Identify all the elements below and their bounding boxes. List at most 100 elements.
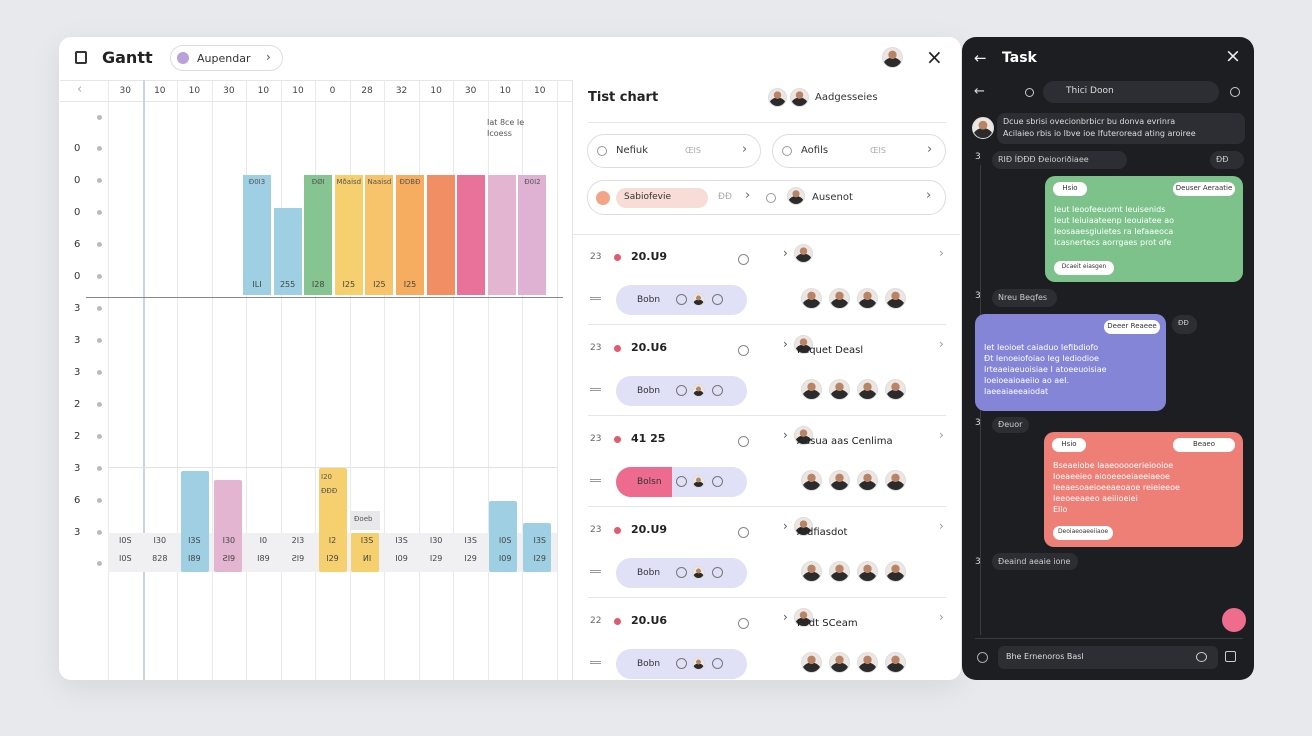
bubble-tag xyxy=(1173,438,1235,452)
count: 3 xyxy=(975,418,981,428)
bubble-text: Irteaeiaeuoisiae I atoeeuoisiae xyxy=(984,365,1107,374)
chip-text: RIÐ ÍÐÐÐ Ðeiooriðiaee xyxy=(998,155,1089,164)
task-bar[interactable] xyxy=(487,175,516,295)
divider xyxy=(975,638,1243,639)
chevron: › xyxy=(927,142,933,157)
intro-text: Acilaieo rbis io lbve ioe Ifuteroread at… xyxy=(1003,129,1196,138)
status-dot xyxy=(614,254,621,261)
count: 3 xyxy=(975,557,981,567)
bar-label: I25 xyxy=(403,280,417,289)
filter[interactable] xyxy=(772,134,946,168)
radio xyxy=(782,146,792,156)
row-dot xyxy=(97,338,102,343)
chip xyxy=(992,151,1127,169)
task-bar[interactable] xyxy=(351,533,379,572)
close[interactable]: × xyxy=(926,45,943,69)
task-bar[interactable] xyxy=(457,175,486,295)
task-bar[interactable] xyxy=(518,175,547,295)
clock xyxy=(738,618,749,629)
avatar xyxy=(794,608,813,627)
assignees: Aadgesseies xyxy=(815,92,878,103)
row-label: 6 xyxy=(74,495,81,506)
selected-label: Sabiofevie xyxy=(624,192,672,202)
task-bar[interactable] xyxy=(304,175,333,295)
bubble-text: Ieosaaesgiuietes ra Iefaaeoca xyxy=(1054,227,1174,236)
status-dot xyxy=(614,436,621,443)
avatar xyxy=(790,88,809,107)
item-num: 22 xyxy=(590,616,602,626)
avatar xyxy=(794,426,813,445)
band-label: I3S xyxy=(188,536,201,545)
chevron: › xyxy=(939,428,944,442)
task-bar[interactable] xyxy=(319,468,347,572)
back[interactable]: ← xyxy=(974,49,987,67)
icon xyxy=(1225,651,1236,662)
grid-line xyxy=(384,80,386,680)
task-bar[interactable] xyxy=(181,471,209,572)
bar-label: Naaisd xyxy=(367,178,392,186)
search[interactable] xyxy=(1043,81,1219,103)
task-bar[interactable] xyxy=(396,175,424,295)
row-dot xyxy=(97,306,102,311)
band-label: I3S xyxy=(533,536,546,545)
close[interactable]: × xyxy=(1225,45,1241,67)
item-time: 20.U6 xyxy=(631,614,668,627)
divider xyxy=(573,234,960,235)
menu-icon[interactable] xyxy=(75,51,87,64)
chip-text: Ðeaind aeaie ione xyxy=(998,557,1071,566)
count: 3 xyxy=(975,291,981,301)
task-bar[interactable] xyxy=(489,501,517,572)
avatar xyxy=(692,566,705,579)
avatar xyxy=(857,288,878,309)
item-time: 20.U6 xyxy=(631,341,668,354)
band-label: 2I3 xyxy=(291,536,305,545)
avatar xyxy=(692,475,705,488)
avatar xyxy=(829,288,850,309)
avatar xyxy=(885,470,906,491)
grid-line xyxy=(349,80,351,680)
bubble-tag xyxy=(1052,438,1086,452)
filter[interactable] xyxy=(587,134,761,168)
tag-icon xyxy=(712,294,723,305)
grid-line xyxy=(453,80,455,680)
input[interactable] xyxy=(998,646,1218,669)
icon xyxy=(1196,652,1207,662)
task-bar[interactable] xyxy=(243,175,271,295)
tag-icon xyxy=(712,658,723,669)
row-dot xyxy=(97,242,102,247)
avatar xyxy=(794,517,813,536)
bar-label: ÐDBÐ xyxy=(399,178,421,186)
divider xyxy=(588,122,946,123)
column-label: 32 xyxy=(395,86,408,96)
task-bar[interactable] xyxy=(334,175,363,295)
avatar xyxy=(857,470,878,491)
chevron: › xyxy=(939,519,944,533)
chevron: › xyxy=(742,142,748,157)
clock xyxy=(738,527,749,538)
bubble-tag xyxy=(1053,182,1087,196)
task-bar[interactable] xyxy=(273,208,302,295)
chip-text: ÐÐ xyxy=(1216,155,1229,164)
handle xyxy=(590,297,601,300)
fab[interactable] xyxy=(1222,608,1246,632)
avatar xyxy=(801,379,822,400)
icon xyxy=(1025,88,1034,97)
bubble-text: Ieeoeeaeeo aeiiioeiei xyxy=(1053,494,1138,503)
avatar xyxy=(885,379,906,400)
assign-row[interactable] xyxy=(587,180,946,215)
task-bar[interactable] xyxy=(523,523,551,572)
view-pill[interactable] xyxy=(170,45,283,71)
bubble-button[interactable] xyxy=(1053,526,1113,540)
task-bar[interactable] xyxy=(426,175,455,295)
task-bar[interactable] xyxy=(214,480,242,572)
task-bar[interactable] xyxy=(365,175,394,295)
handle xyxy=(590,661,601,664)
grid-line xyxy=(418,80,420,680)
back[interactable]: ← xyxy=(974,84,985,99)
icon xyxy=(977,652,988,663)
clock xyxy=(738,436,749,447)
row-label: 0 xyxy=(74,271,81,282)
band-label: I29 xyxy=(429,554,443,563)
bubble-button[interactable] xyxy=(1054,261,1114,275)
item-name: Ausua aas Cenlima xyxy=(797,436,893,447)
